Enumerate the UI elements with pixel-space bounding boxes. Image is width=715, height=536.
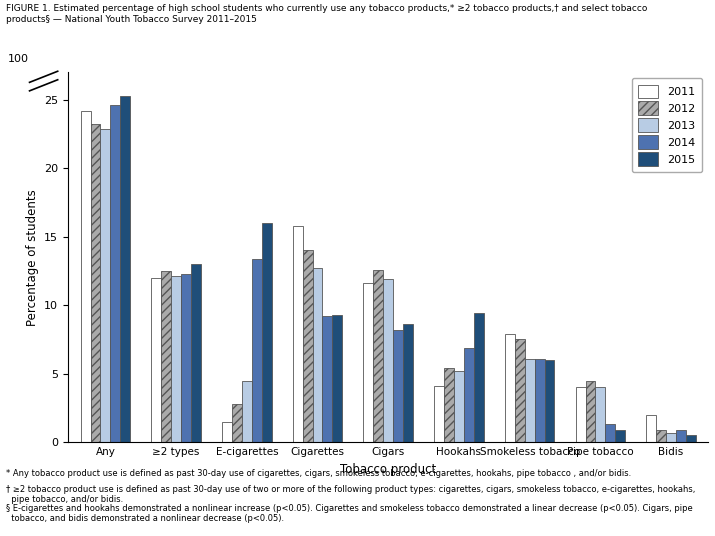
Text: products§ — National Youth Tobacco Survey 2011–2015: products§ — National Youth Tobacco Surve… [6,15,257,24]
X-axis label: Tobacco product: Tobacco product [340,463,436,475]
Bar [393,330,403,442]
Bar [444,368,454,442]
Bar [28,77,59,85]
Bar [120,95,130,442]
Bar [505,334,515,442]
Bar [373,270,383,442]
Bar [252,259,262,442]
Bar [535,359,545,442]
Bar [434,386,444,442]
Bar [686,435,696,442]
Bar [222,422,232,442]
Bar [525,359,535,442]
Bar [464,348,474,442]
Legend: 2011, 2012, 2013, 2014, 2015: 2011, 2012, 2013, 2014, 2015 [632,78,702,173]
Bar [171,277,181,442]
Bar [454,371,464,442]
Text: 100: 100 [8,54,29,64]
Bar [515,339,525,442]
Bar [81,111,91,442]
Bar [312,268,322,442]
Bar [403,324,413,442]
Bar [666,433,676,442]
Bar [606,425,615,442]
Text: † ≥2 tobacco product use is defined as past 30-day use of two or more of the fol: † ≥2 tobacco product use is defined as p… [6,485,695,494]
Bar [302,250,312,442]
Bar [474,314,484,442]
Bar [91,124,100,442]
Bar [152,278,162,442]
Bar [383,279,393,442]
Bar [110,105,120,442]
Bar [191,264,201,442]
Bar [545,360,554,442]
Text: pipe tobacco, and/or bidis.: pipe tobacco, and/or bidis. [6,495,123,504]
Y-axis label: Percentage of students: Percentage of students [26,189,39,326]
Bar [586,381,596,442]
Bar [656,430,666,442]
Bar [646,415,656,442]
Bar [100,129,110,442]
Bar [232,404,242,442]
Bar [262,223,272,442]
Bar [615,430,625,442]
Bar [181,274,191,442]
Text: § E-cigarettes and hookahs demonstrated a nonlinear increase (p<0.05). Cigarette: § E-cigarettes and hookahs demonstrated … [6,504,692,513]
Bar [162,271,171,442]
Bar [332,315,342,442]
Bar [676,430,686,442]
Bar [363,284,373,442]
Bar [576,388,586,442]
Bar [292,226,302,442]
Text: FIGURE 1. Estimated percentage of high school students who currently use any tob: FIGURE 1. Estimated percentage of high s… [6,4,647,13]
Bar [242,381,252,442]
Bar [322,316,332,442]
Text: tobacco, and bidis demonstrated a nonlinear decrease (p<0.05).: tobacco, and bidis demonstrated a nonlin… [6,514,284,523]
Text: * Any tobacco product use is defined as past 30-day use of cigarettes, cigars, s: * Any tobacco product use is defined as … [6,469,631,478]
Bar [596,388,606,442]
